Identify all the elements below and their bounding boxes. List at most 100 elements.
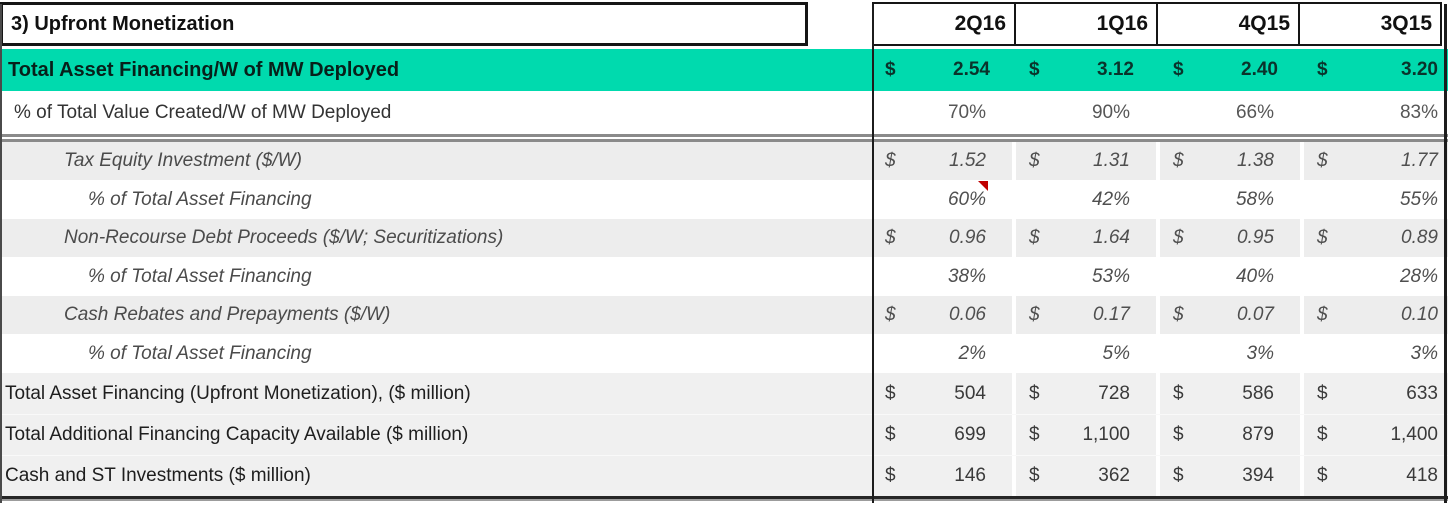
- column-header-2q16: 2Q16: [872, 2, 1016, 46]
- cell-value: 0.17: [1093, 304, 1130, 325]
- cell-value: 1.31: [1093, 150, 1130, 171]
- table-row-total-asset-financing-per-w: Total Asset Financing/W of MW Deployed $…: [0, 49, 1448, 91]
- sheet-left-border: [0, 4, 2, 503]
- cell-2q16: 2%: [872, 334, 1016, 373]
- cell-value: 2.40: [1241, 59, 1278, 80]
- currency-symbol: $: [1317, 424, 1328, 445]
- cell-value: 1.52: [949, 150, 986, 171]
- cell-4q15: $0.95: [1160, 219, 1304, 257]
- currency-symbol: $: [1317, 382, 1328, 404]
- cell-4q15: $879: [1160, 415, 1304, 455]
- cell-4q15: $586: [1160, 373, 1304, 414]
- currency-symbol: $: [885, 227, 896, 248]
- currency-symbol: $: [885, 59, 896, 80]
- currency-symbol: $: [885, 150, 896, 171]
- cell-value: 2.54: [953, 59, 990, 80]
- currency-symbol: $: [885, 382, 896, 404]
- cell-3q15: $418: [1304, 456, 1448, 496]
- currency-symbol: $: [1317, 304, 1328, 325]
- cell-value: 70%: [947, 101, 986, 123]
- cell-2q16: 70%: [872, 91, 1016, 134]
- column-header-3q15: 3Q15: [1298, 2, 1442, 46]
- table-row-pct-asset-financing-rebates: % of Total Asset Financing 2% 5% 3% 3%: [0, 334, 1448, 373]
- cell-value: 1.38: [1237, 150, 1274, 171]
- spacer-cell: [808, 180, 872, 219]
- cell-value: 0.07: [1237, 304, 1274, 325]
- cell-value: 66%: [1235, 101, 1274, 123]
- cell-1q16: 42%: [1016, 180, 1160, 219]
- spacer-cell: [808, 456, 872, 496]
- cell-2q16: $504: [872, 373, 1016, 414]
- currency-symbol: $: [1317, 59, 1328, 80]
- cell-value: 1.77: [1401, 150, 1438, 171]
- currency-symbol: $: [1029, 424, 1040, 445]
- cell-3q15: 55%: [1304, 180, 1448, 219]
- column-header-1q16: 1Q16: [1014, 2, 1158, 46]
- data-area-left-border: [872, 4, 874, 503]
- row-label: Cash and ST Investments ($ million): [5, 465, 311, 486]
- cell-4q15: $2.40: [1160, 49, 1304, 91]
- cell-value: 3.20: [1401, 59, 1438, 80]
- table-row-cash-rebates: Cash Rebates and Prepayments ($/W) $0.06…: [0, 296, 1448, 334]
- cell-value: 90%: [1091, 101, 1130, 123]
- cell-4q15: 66%: [1160, 91, 1304, 134]
- cell-value: 0.96: [949, 227, 986, 248]
- cell-value: 633: [1406, 382, 1438, 404]
- currency-symbol: $: [1029, 59, 1040, 80]
- cell-2q16: $1.52: [872, 142, 1016, 180]
- currency-symbol: $: [885, 424, 896, 445]
- cell-value: 58%: [1235, 188, 1274, 210]
- table-row-pct-asset-financing-debt: % of Total Asset Financing 38% 53% 40% 2…: [0, 257, 1448, 296]
- cell-value: 728: [1098, 382, 1130, 404]
- table-row-cash-and-st-investments: Cash and ST Investments ($ million) $146…: [0, 455, 1448, 496]
- comment-indicator-icon: [978, 181, 988, 191]
- cell-value: 3.12: [1097, 59, 1134, 80]
- section-divider: [0, 134, 1448, 142]
- currency-symbol: $: [1029, 382, 1040, 404]
- table-bottom-border: [0, 496, 1448, 501]
- row-label: % of Total Asset Financing: [88, 265, 312, 287]
- cell-1q16: $1.64: [1016, 219, 1160, 257]
- cell-4q15: $394: [1160, 456, 1304, 496]
- cell-value: 28%: [1399, 265, 1438, 287]
- spacer-cell: [808, 257, 872, 296]
- currency-symbol: $: [1173, 424, 1184, 445]
- cell-value: 699: [954, 424, 986, 445]
- cell-3q15: 3%: [1304, 334, 1448, 373]
- cell-value: 55%: [1399, 188, 1438, 210]
- cell-1q16: $3.12: [1016, 49, 1160, 91]
- cell-value: 0.06: [949, 304, 986, 325]
- table-row-pct-asset-financing-tax-equity: % of Total Asset Financing 60% 42% 58% 5…: [0, 180, 1448, 219]
- cell-value: 418: [1406, 465, 1438, 486]
- cell-3q15: $3.20: [1304, 49, 1448, 91]
- currency-symbol: $: [1173, 59, 1184, 80]
- row-label: Non-Recourse Debt Proceeds ($/W; Securit…: [64, 227, 504, 248]
- cell-1q16: 53%: [1016, 257, 1160, 296]
- cell-4q15: 40%: [1160, 257, 1304, 296]
- cell-2q16: $2.54: [872, 49, 1016, 91]
- cell-value: 0.10: [1401, 304, 1438, 325]
- table-row-additional-financing-capacity: Total Additional Financing Capacity Avai…: [0, 414, 1448, 455]
- cell-3q15: 28%: [1304, 257, 1448, 296]
- cell-1q16: $0.17: [1016, 296, 1160, 334]
- cell-value: 83%: [1399, 101, 1438, 123]
- cell-value: 362: [1098, 465, 1130, 486]
- row-label: % of Total Asset Financing: [88, 342, 312, 364]
- cell-value: 394: [1242, 465, 1274, 486]
- currency-symbol: $: [1029, 304, 1040, 325]
- table-row-pct-total-value-created: % of Total Value Created/W of MW Deploye…: [0, 91, 1448, 134]
- cell-value: 0.89: [1401, 227, 1438, 248]
- cell-3q15: $0.10: [1304, 296, 1448, 334]
- cell-value: 504: [954, 382, 986, 404]
- spacer-cell: [808, 219, 872, 257]
- cell-value: 40%: [1235, 265, 1274, 287]
- currency-symbol: $: [885, 304, 896, 325]
- section-title: 3) Upfront Monetization: [0, 2, 808, 46]
- cell-value: 2%: [958, 342, 986, 364]
- cell-4q15: $0.07: [1160, 296, 1304, 334]
- spacer-cell: [808, 334, 872, 373]
- cell-value: 1,400: [1390, 424, 1438, 445]
- cell-3q15: $1.77: [1304, 142, 1448, 180]
- cell-3q15: $0.89: [1304, 219, 1448, 257]
